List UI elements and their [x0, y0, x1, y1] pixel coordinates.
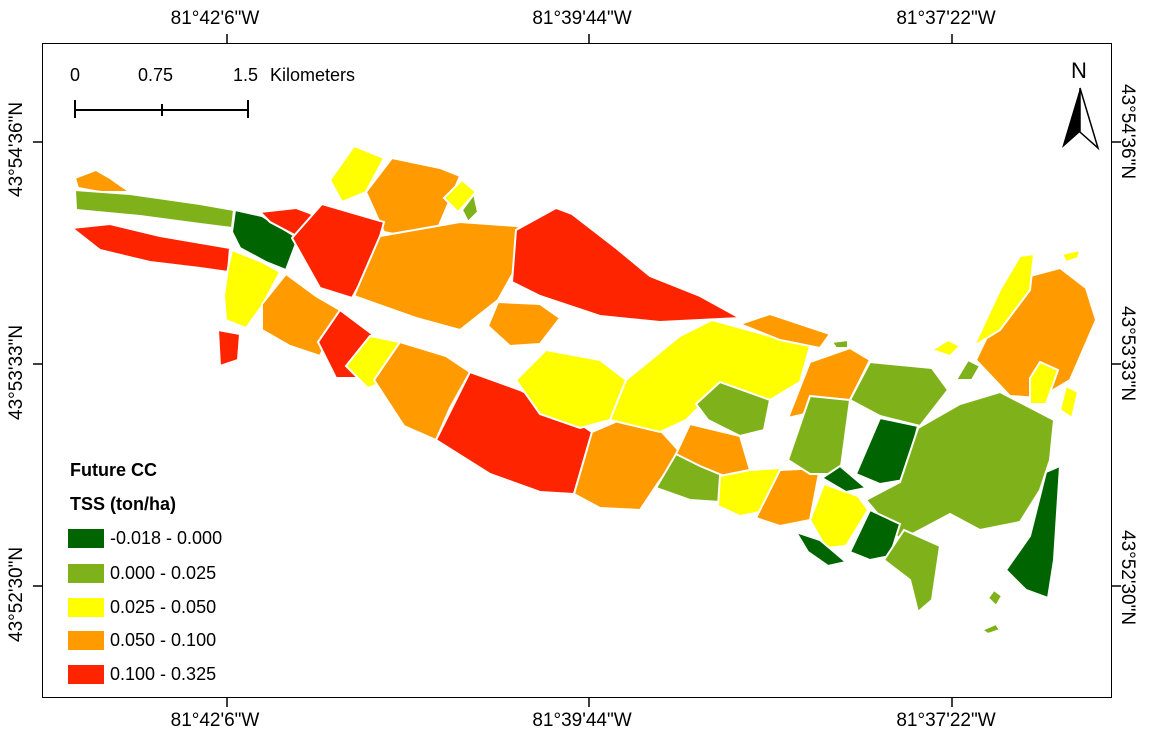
legend-swatch-4: [68, 631, 104, 650]
legend-label-5: 0.100 - 0.325: [110, 664, 217, 684]
map-frame: [42, 43, 1112, 698]
bottom-lon-label-2: 81°39'44"W: [532, 710, 632, 731]
field-yellow-w: [222, 248, 282, 330]
field-red-w: [216, 328, 242, 368]
field-red-n2: [510, 206, 744, 324]
legend-label-3: 0.025 - 0.050: [110, 597, 217, 617]
field-green-c4: [848, 360, 950, 428]
field-darkgreen-e1: [848, 508, 902, 562]
north-arrow-icon: [1062, 87, 1100, 151]
scale-label-max: 1.5: [233, 65, 259, 85]
bottom-lon-label-3: 81°37'22"W: [896, 710, 996, 731]
field-yellow-n1: [328, 144, 386, 204]
field-green-e3: [954, 358, 982, 381]
bottom-lon-label-1: 81°42'6"W: [170, 710, 260, 731]
top-lon-label-2: 81°39'44"W: [532, 8, 632, 29]
legend-label-2: 0.000 - 0.025: [110, 563, 217, 583]
field-green-e2: [882, 528, 942, 614]
legend-title-line2: TSS (ton/ha): [70, 494, 176, 514]
field-red-nw: [69, 222, 232, 274]
field-yellow-e3: [1058, 384, 1080, 420]
field-darkgreen-e3: [793, 530, 849, 568]
field-yellow-e5: [929, 338, 962, 358]
scale-label-0: 0: [70, 65, 81, 85]
field-green-n1: [460, 191, 480, 224]
field-orange-c3: [737, 312, 832, 350]
field-yellow-c2: [608, 318, 812, 434]
field-green-e6: [830, 338, 849, 349]
field-green-nw: [73, 188, 236, 230]
field-orange-n1: [364, 156, 462, 244]
graticule-ticks: [33, 34, 1121, 707]
north-label: N: [1071, 58, 1087, 83]
top-lon-label-1: 81°42'6"W: [170, 8, 260, 29]
scale-unit: Kilometers: [270, 65, 356, 85]
legend-title-line1: Future CC: [70, 460, 157, 480]
field-yellow-e1: [971, 252, 1036, 349]
field-orange-nw: [73, 168, 134, 193]
field-orange-n3: [486, 300, 562, 348]
field-darkgreen-c1: [820, 464, 869, 494]
scale-label-mid: 0.75: [138, 65, 174, 85]
field-orange-c5: [754, 466, 822, 528]
field-polygons: [69, 144, 1098, 636]
field-yellow-n2: [442, 178, 478, 214]
legend-label-4: 0.050 - 0.100: [110, 630, 217, 650]
legend-label-1: -0.018 - 0.000: [110, 528, 223, 548]
legend-swatch-2: [68, 564, 104, 583]
field-green-e4: [986, 588, 1004, 608]
legend-swatch-1: [68, 529, 104, 548]
field-yellow-e4: [1060, 248, 1082, 264]
field-green-c3: [786, 394, 852, 475]
field-green-c1: [694, 380, 772, 438]
field-yellow-e2: [1029, 360, 1060, 405]
legend-swatch-3: [68, 598, 104, 617]
scale-bar: [74, 100, 249, 118]
field-darkgreen-e2: [1004, 464, 1062, 600]
top-lon-label-3: 81°37'22"W: [896, 8, 996, 29]
field-green-e5: [979, 622, 1002, 636]
legend-swatch-5: [68, 665, 104, 684]
